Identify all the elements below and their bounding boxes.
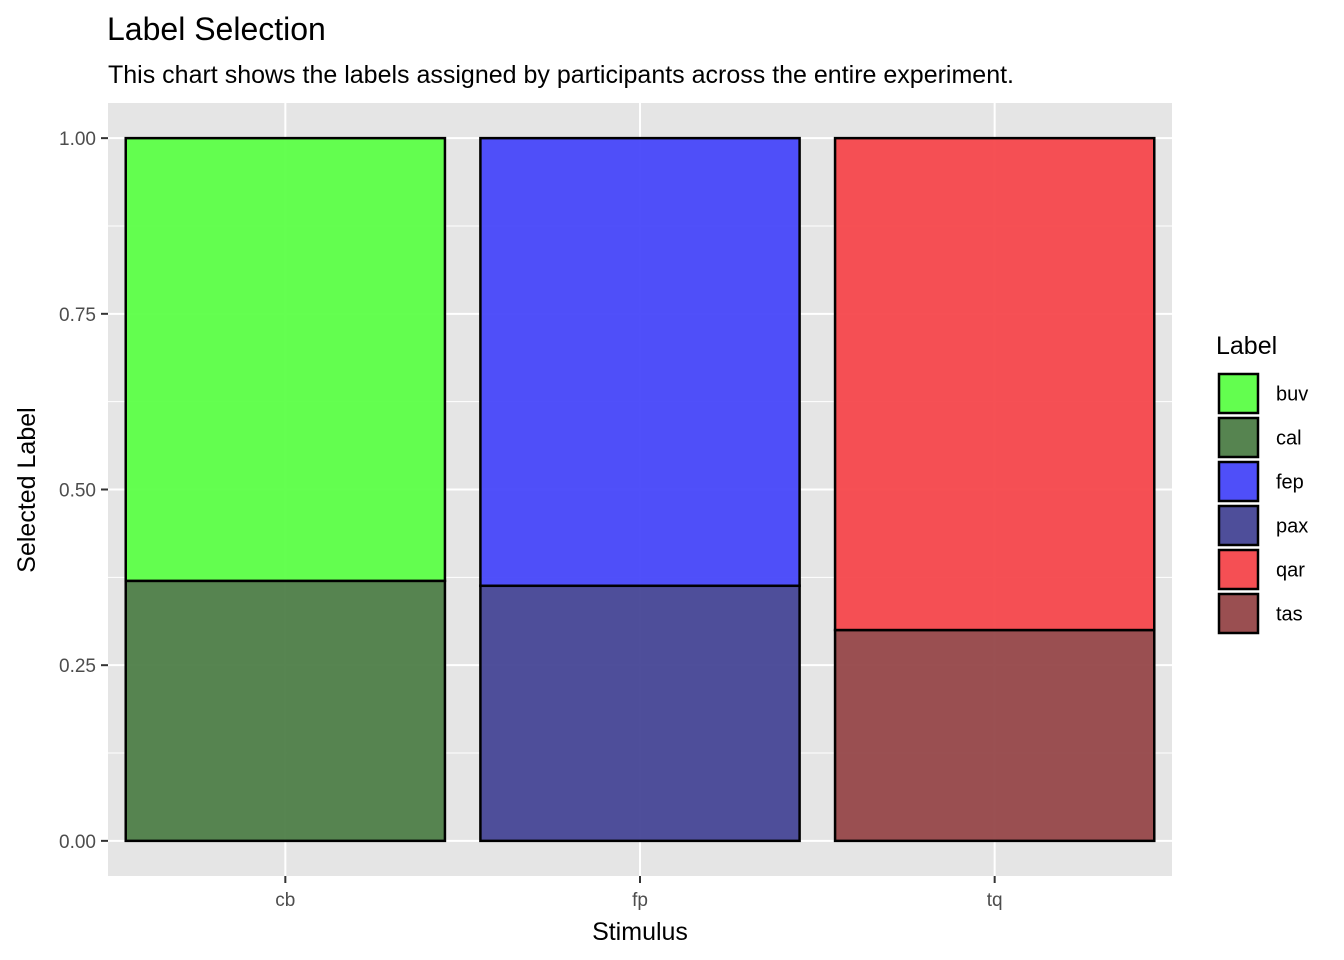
legend-swatch-qar (1217, 548, 1260, 591)
legend-swatch-fep (1217, 460, 1260, 503)
y-tick-label: 1.00 (59, 129, 96, 150)
bar-segment-tq-qar (833, 136, 1156, 632)
y-tick-label: 0.25 (59, 656, 96, 677)
legend-swatch-buv (1217, 372, 1260, 415)
bar-segment-cb-cal (124, 579, 447, 843)
legend: buv cal fep pax qar tas (1217, 372, 1308, 635)
chart-subtitle: This chart shows the labels assigned by … (108, 61, 1014, 89)
legend-swatch-cal (1217, 416, 1260, 459)
legend-swatch-pax (1217, 504, 1260, 547)
chart-title: Label Selection (107, 11, 326, 47)
legend-label-buv: buv (1276, 384, 1308, 406)
bar-segment-cb-buv (124, 136, 447, 583)
legend-label-qar: qar (1276, 560, 1305, 582)
legend-label-pax: pax (1276, 516, 1308, 538)
bar-segment-fp-fep (479, 136, 801, 588)
x-axis: cb fp tq (275, 876, 1003, 911)
x-tick-label: tq (987, 890, 1003, 911)
legend-swatch-tas (1217, 592, 1260, 635)
x-axis-title: Stimulus (592, 918, 688, 946)
x-tick-label: cb (275, 890, 295, 911)
legend-label-cal: cal (1276, 428, 1302, 450)
bar-segment-tq-tas (833, 628, 1156, 843)
legend-label-tas: tas (1276, 604, 1303, 626)
y-axis: 0.00 0.25 0.50 0.75 1.00 (59, 129, 108, 853)
legend-title: Label (1216, 332, 1277, 360)
y-tick-label: 0.50 (59, 481, 96, 502)
y-tick-label: 0.75 (59, 305, 96, 326)
y-tick-label: 0.00 (59, 832, 96, 853)
x-tick-label: fp (632, 890, 648, 911)
bar-segment-fp-pax (479, 584, 801, 843)
bars (124, 136, 1156, 843)
legend-label-fep: fep (1276, 472, 1304, 494)
y-axis-title: Selected Label (13, 407, 41, 572)
